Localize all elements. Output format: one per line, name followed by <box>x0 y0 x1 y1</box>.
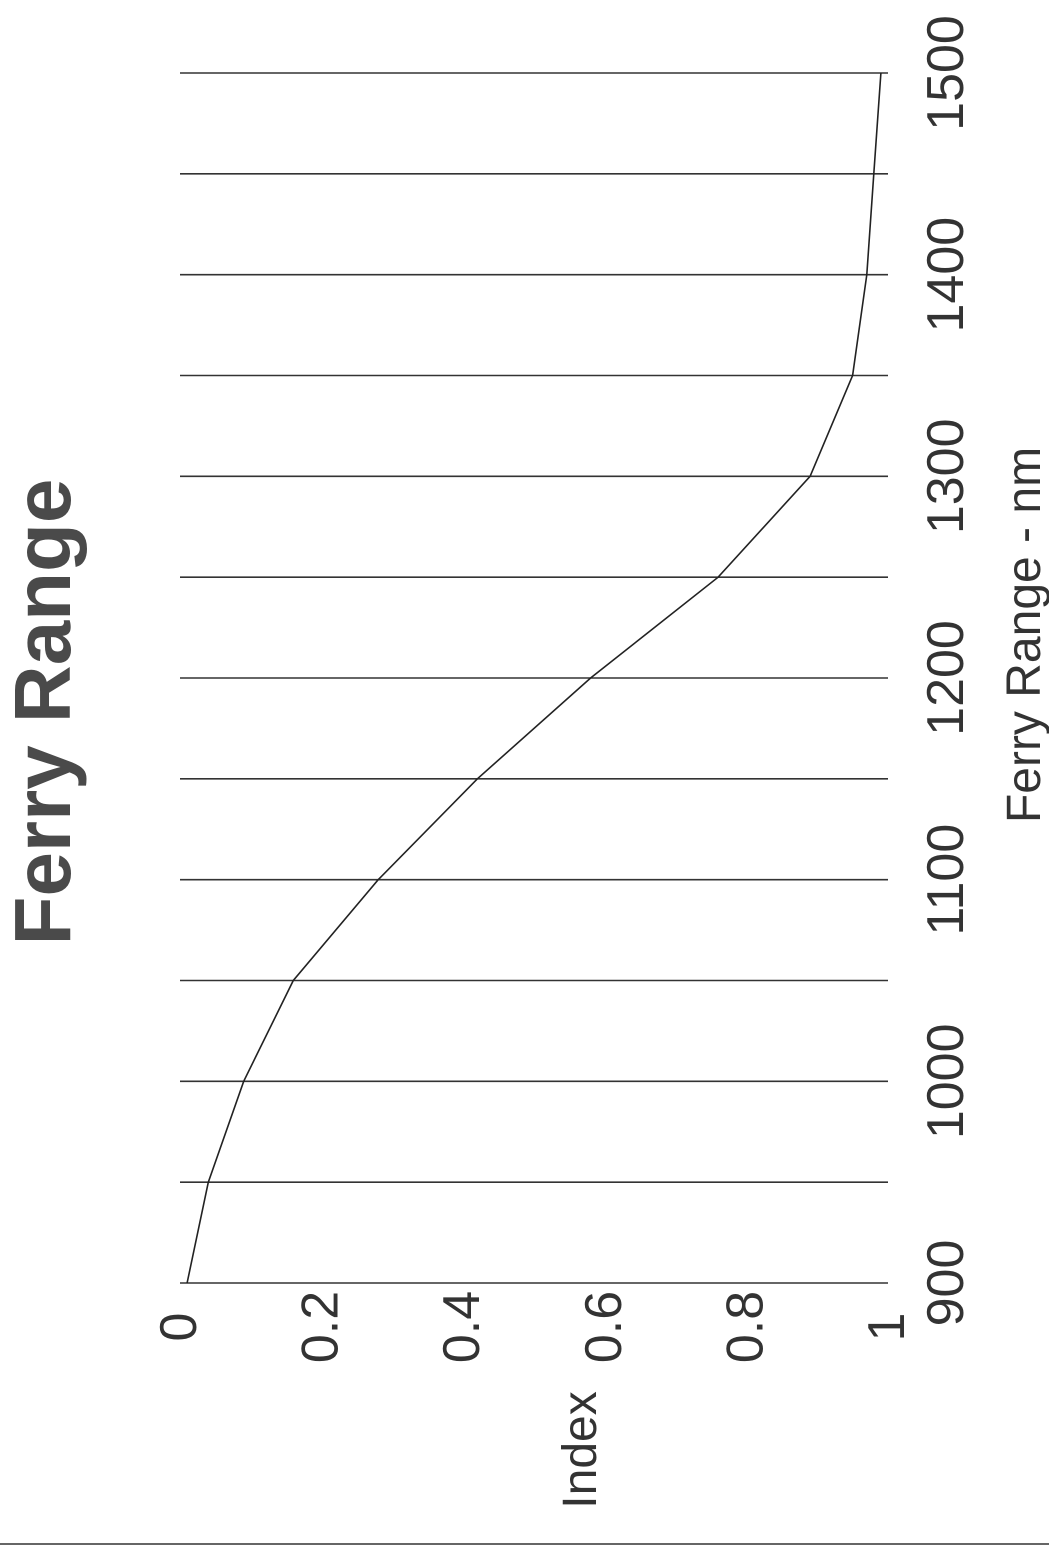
y-axis-title: Index <box>554 1391 607 1508</box>
x-axis-title: Ferry Range - nm <box>998 447 1049 823</box>
x-tick-label: 1100 <box>917 824 975 936</box>
series-line <box>186 72 882 1284</box>
y-tick-label: 0.6 <box>575 1291 633 1363</box>
x-tick-label: 1400 <box>917 217 975 333</box>
x-tick-label: 1200 <box>917 620 975 736</box>
x-tick-label: 1000 <box>917 1023 975 1139</box>
y-tick-label: 0.4 <box>433 1291 491 1363</box>
y-tick-label: 1 <box>858 1313 916 1342</box>
chart-title: Ferry Range <box>0 479 87 946</box>
grid-layer <box>180 72 888 1284</box>
x-tick-label: 900 <box>917 1240 975 1327</box>
y-tick-label: 0.2 <box>292 1291 350 1363</box>
y-tick-label: 0 <box>150 1313 208 1342</box>
x-tick-label: 1300 <box>917 418 975 534</box>
tick-layer: 900 1000 1100 1200 1300 1400 1500 0 0.2 0.4 0.6 0.8… <box>150 15 975 1363</box>
x-tick-label: 1500 <box>917 15 975 131</box>
line-layer <box>186 72 882 1284</box>
y-tick-label: 0.8 <box>716 1291 774 1363</box>
